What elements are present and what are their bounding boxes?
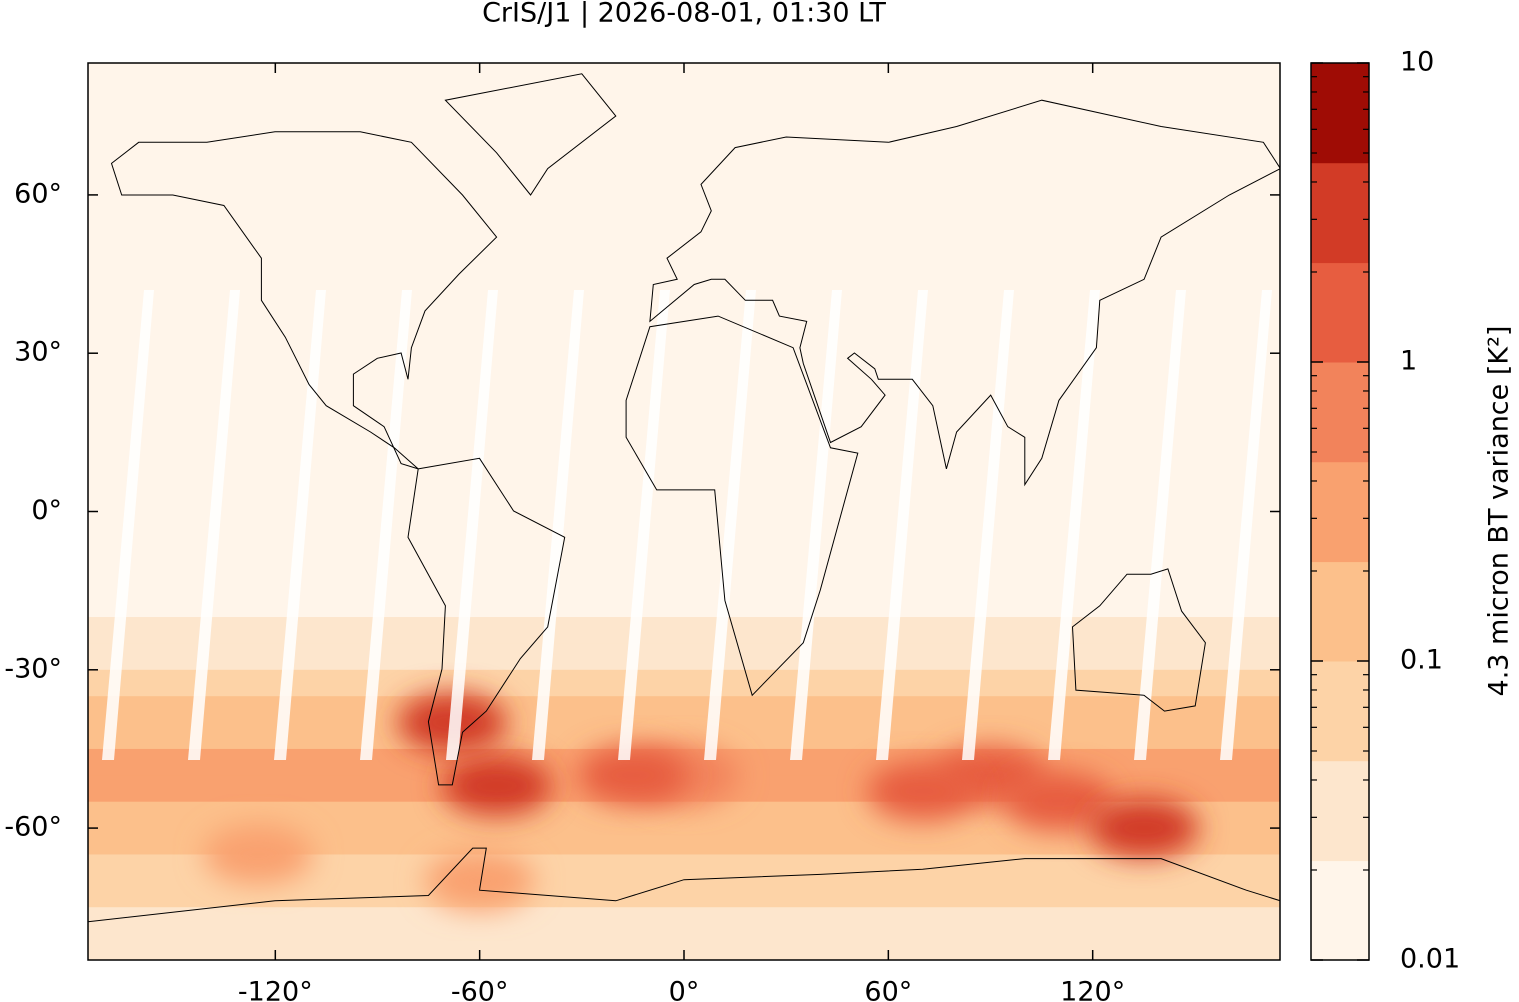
zonal-band	[88, 458, 1280, 486]
zonal-band	[88, 221, 1280, 249]
zonal-band	[88, 617, 1280, 644]
colorbar-tick-label: 0.1	[1400, 645, 1443, 676]
coastline	[1071, 568, 1206, 712]
coastline	[110, 131, 498, 470]
colorbar-band	[1311, 262, 1369, 363]
coastline	[88, 847, 1280, 923]
swath-gap	[274, 290, 326, 760]
swath-gap	[962, 290, 1014, 760]
coastline	[649, 99, 1280, 487]
zonal-band	[88, 300, 1280, 328]
coastline	[444, 73, 617, 196]
zonal-band	[88, 432, 1280, 460]
zonal-band	[88, 142, 1280, 170]
hotspot	[424, 850, 535, 911]
zonal-band	[88, 511, 1280, 539]
y-tick-label: 30°	[14, 337, 62, 368]
swath-gap	[532, 290, 584, 760]
swath-gap	[618, 290, 670, 760]
zonal-band	[88, 89, 1280, 117]
zonal-band	[88, 194, 1280, 222]
hotspot	[1088, 798, 1199, 859]
zonal-band	[88, 353, 1280, 381]
swath-gap	[876, 290, 928, 760]
x-tick-label: 0°	[669, 977, 700, 1002]
colorbar-label: 4.3 micron BT variance [K²]	[1484, 326, 1515, 697]
swath-gaps	[102, 290, 1272, 760]
x-tick-label: -120°	[238, 977, 313, 1002]
colorbar-tick-label: 10	[1400, 47, 1434, 78]
coastline	[625, 315, 859, 697]
swath-gap	[102, 290, 154, 760]
chart-title: CrIS/J1 | 2026-08-01, 01:30 LT	[482, 0, 886, 29]
field	[88, 63, 1280, 960]
hotspot	[577, 745, 688, 806]
colorbar-tick-label: 0.01	[1400, 944, 1460, 975]
swath-gap	[360, 290, 412, 760]
zonal-band	[88, 880, 1280, 908]
x-tick-label: 120°	[1060, 977, 1125, 1002]
zonal-band	[88, 115, 1280, 143]
swath-gap	[188, 290, 240, 760]
zonal-band	[88, 485, 1280, 512]
zonal-band	[88, 326, 1280, 354]
zonal-band	[88, 669, 1280, 697]
swath-gap	[1220, 290, 1272, 760]
y-tick-label: 60°	[14, 178, 62, 209]
swath-gap	[704, 290, 756, 760]
colorbar-band	[1311, 63, 1369, 164]
zonal-band	[88, 379, 1280, 407]
colorbar-frame	[1310, 62, 1370, 961]
colorbar-band	[1311, 461, 1369, 563]
zonal-band	[88, 537, 1280, 565]
hotspot	[1003, 771, 1114, 832]
hotspot	[203, 824, 314, 885]
colorbar-band	[1311, 661, 1369, 762]
zonal-band	[88, 696, 1280, 724]
zonal-band	[88, 564, 1280, 592]
zonal-band	[88, 405, 1280, 433]
x-tick-label: 60°	[864, 977, 912, 1002]
colorbar-band	[1311, 561, 1369, 662]
x-tick-label: -60°	[451, 977, 509, 1002]
zonal-band	[88, 590, 1280, 618]
colorbar-band	[1311, 760, 1369, 862]
hotspot	[441, 755, 552, 816]
zonal-band	[88, 907, 1280, 935]
zonal-band	[88, 274, 1280, 301]
colorbar-band	[1311, 362, 1369, 463]
swath-gap	[1048, 290, 1100, 760]
colorbar-band	[1311, 860, 1369, 961]
y-tick-label: -60°	[4, 812, 62, 843]
zonal-band	[88, 643, 1280, 671]
swath-gap	[1134, 290, 1186, 760]
hotspot	[867, 761, 978, 822]
coastlines	[88, 73, 1280, 923]
zonal-band	[88, 247, 1280, 275]
zonal-band	[88, 168, 1280, 196]
swath-gap	[446, 290, 498, 760]
y-tick-label: -30°	[4, 653, 62, 684]
y-tick-label: 0°	[31, 495, 62, 526]
colorbar-band	[1311, 162, 1369, 264]
coastline	[407, 457, 566, 786]
colorbar-tick-label: 1	[1400, 346, 1417, 377]
